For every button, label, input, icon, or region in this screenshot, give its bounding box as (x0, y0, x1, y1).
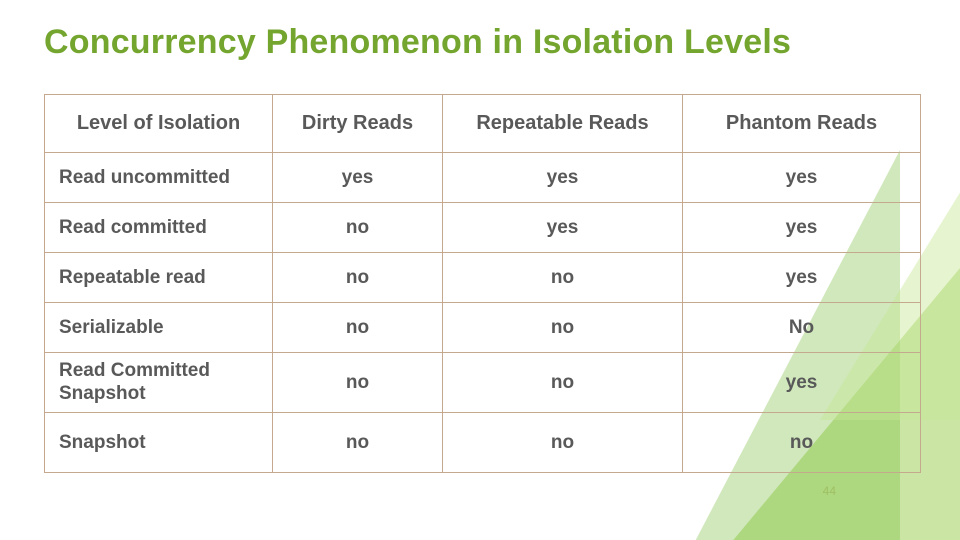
row-label: Serializable (45, 303, 273, 353)
cell: no (273, 413, 443, 473)
row-label: Snapshot (45, 413, 273, 473)
cell: no (273, 303, 443, 353)
cell: no (443, 413, 683, 473)
cell: yes (443, 203, 683, 253)
cell: yes (683, 203, 921, 253)
cell: no (273, 253, 443, 303)
table-row: Snapshot no no no (45, 413, 921, 473)
table-row: Repeatable read no no yes (45, 253, 921, 303)
cell: No (683, 303, 921, 353)
page-number: 44 (823, 484, 836, 498)
col-header-level: Level of Isolation (45, 95, 273, 153)
row-label: Read CommittedSnapshot (45, 353, 273, 413)
cell: no (683, 413, 921, 473)
isolation-table: Level of Isolation Dirty Reads Repeatabl… (44, 94, 921, 473)
table-row: Serializable no no No (45, 303, 921, 353)
table-header-row: Level of Isolation Dirty Reads Repeatabl… (45, 95, 921, 153)
cell: no (443, 303, 683, 353)
row-label: Read uncommitted (45, 153, 273, 203)
slide-title: Concurrency Phenomenon in Isolation Leve… (44, 22, 916, 62)
table-row: Read committed no yes yes (45, 203, 921, 253)
cell: yes (683, 253, 921, 303)
cell: yes (683, 353, 921, 413)
row-label: Read committed (45, 203, 273, 253)
cell: yes (273, 153, 443, 203)
cell: no (443, 353, 683, 413)
table-row: Read uncommitted yes yes yes (45, 153, 921, 203)
cell: yes (443, 153, 683, 203)
col-header-dirty: Dirty Reads (273, 95, 443, 153)
cell: no (443, 253, 683, 303)
cell: no (273, 353, 443, 413)
cell: no (273, 203, 443, 253)
cell: yes (683, 153, 921, 203)
slide: Concurrency Phenomenon in Isolation Leve… (0, 0, 960, 473)
col-header-phantom: Phantom Reads (683, 95, 921, 153)
row-label: Repeatable read (45, 253, 273, 303)
isolation-table-wrap: Level of Isolation Dirty Reads Repeatabl… (44, 94, 916, 473)
col-header-repeatable: Repeatable Reads (443, 95, 683, 153)
table-row: Read CommittedSnapshot no no yes (45, 353, 921, 413)
